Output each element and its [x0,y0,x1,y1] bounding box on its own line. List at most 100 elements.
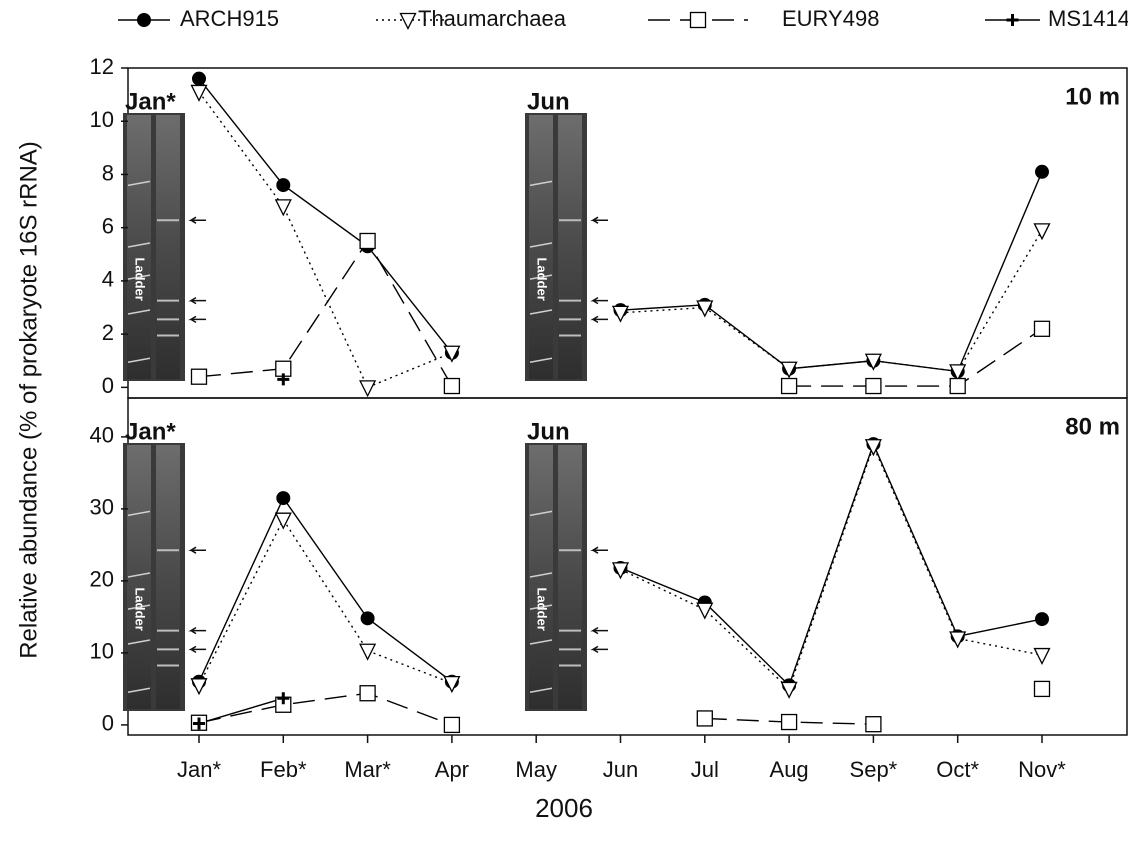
plot-frame [127,397,1128,736]
marker [190,368,208,385]
y-axis-label: Relative abundance (% of prokaryote 16S … [15,141,42,659]
series-line [198,442,1043,687]
marker [696,602,714,620]
series-line [198,239,1043,387]
gel-band [529,274,553,280]
gel-arrow [188,546,206,554]
gel-arrow [188,216,206,224]
marker [780,361,798,379]
gel-band [127,357,151,363]
gel-band [127,309,151,315]
plot-frame [127,67,1128,399]
x-tick-label: May [515,757,557,782]
marker [277,373,290,386]
gel-band [529,309,553,315]
marker [949,631,967,649]
gel-lane [558,115,582,379]
x-tick-label: Mar* [344,757,391,782]
marker [190,678,208,696]
gel-arrow [590,296,608,305]
x-tick-label: Oct* [936,757,979,782]
marker [611,305,630,323]
gel-band [127,242,151,248]
y-tick-label: 0 [102,711,114,736]
gel-lane [558,445,582,709]
gel-band [127,639,151,645]
gel-arrow [590,315,608,324]
marker [1033,647,1051,666]
marker [780,681,798,699]
y-tick-label: 12 [90,54,114,79]
gel-band [529,687,553,693]
marker [359,685,376,702]
marker [443,716,461,734]
y-tick-label: 40 [90,423,114,448]
legend-marker [137,13,151,27]
legend-label: MS1414 [1048,6,1128,31]
gel-band [529,180,553,187]
gel-band [127,274,151,280]
gel-lane [156,115,180,379]
inset-label: Jan* [125,88,176,115]
gel-arrow [590,546,608,554]
y-tick-label: 2 [102,320,114,345]
series-line [198,444,1043,691]
y-tick-label: 6 [102,213,114,238]
y-tick-label: 10 [90,107,114,132]
gel-band [127,572,151,578]
gel-band [529,357,553,363]
gel-lane [156,445,180,709]
gel-arrow [188,626,206,635]
marker [949,364,967,382]
x-axis-label: 2006 [535,793,593,823]
marker [611,562,630,580]
series-line [198,697,284,725]
x-tick-label: Feb* [260,757,307,782]
lane-label: Ladder [535,257,550,300]
marker [360,611,375,626]
lane-label: Ladder [133,257,148,300]
marker [443,676,461,694]
panel-label: 10 m [1065,83,1120,110]
gel-band [529,639,553,645]
marker [274,199,292,217]
marker [1033,223,1051,241]
lane-label: Ladder [133,587,148,630]
y-tick-label: 0 [102,373,114,398]
marker [864,353,882,371]
inset-label: Jan* [125,418,176,445]
series-line [198,78,1043,373]
y-tick-label: 4 [102,267,114,292]
marker [443,377,461,395]
marker [276,178,291,193]
legend-marker [1006,14,1019,26]
marker [359,232,376,250]
x-tick-label: Jan* [177,757,221,782]
lane-label: Ladder [535,587,550,630]
marker [193,717,205,730]
x-tick-label: Sep* [850,757,898,782]
gel-band [529,510,553,517]
x-tick-label: Jul [691,757,719,782]
legend-label: EURY498 [782,6,879,31]
marker [696,300,714,318]
marker [274,512,292,530]
marker [1033,320,1051,337]
marker [192,71,206,86]
y-tick-label: 20 [90,567,114,592]
marker [780,713,798,731]
panel-label: 80 m [1065,413,1120,440]
marker [865,716,882,733]
y-tick-label: 30 [90,495,114,520]
marker [864,439,882,457]
gel-arrow [590,645,608,654]
gel-band [127,180,151,187]
legend-marker [689,11,707,29]
gel-band [529,572,553,578]
gel-arrow [188,645,206,654]
y-tick-label: 8 [102,160,114,185]
y-tick-label: 10 [90,639,114,664]
marker [443,345,461,363]
gel-band [127,604,151,610]
